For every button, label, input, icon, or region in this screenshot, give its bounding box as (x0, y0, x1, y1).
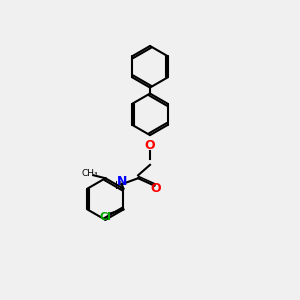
Text: N: N (117, 175, 127, 188)
Text: O: O (145, 139, 155, 152)
Text: O: O (151, 182, 161, 195)
Text: H: H (115, 181, 122, 191)
Text: Cl: Cl (100, 212, 112, 222)
Text: CH₃: CH₃ (82, 169, 98, 178)
